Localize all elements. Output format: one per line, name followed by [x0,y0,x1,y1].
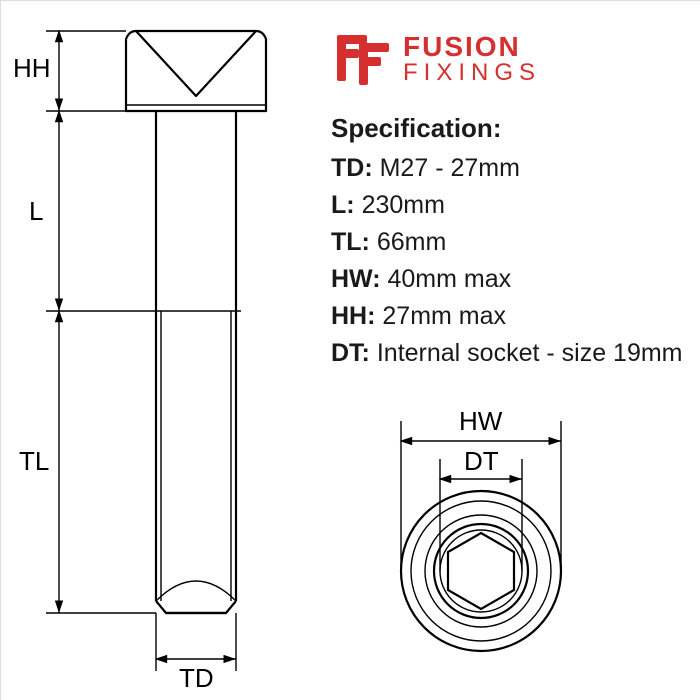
brand-logo: FUSION FIXINGS [331,29,541,89]
dimension-lines-top [401,421,561,571]
spec-value: M27 - 27mm [380,154,520,182]
spec-row: TD: M27 - 27mm [331,154,683,183]
brand-name-bottom: FIXINGS [403,61,541,85]
spec-key: TL: [331,228,370,256]
spec-row: TL: 66mm [331,228,683,257]
label-hh: HH [13,53,51,84]
spec-key: DT: [331,339,370,367]
spec-key: HH: [331,302,375,330]
dimension-lines-side [46,31,236,671]
spec-row: L: 230mm [331,191,683,220]
side-view [126,31,266,613]
spec-key: L: [331,191,355,219]
page: HH L TL TD HW DT FUSION FIXINGS Specific… [0,0,700,700]
label-l: L [29,196,43,227]
spec-value: 66mm [377,228,446,256]
brand-name-top: FUSION [403,33,541,61]
label-td: TD [179,663,214,694]
spec-value: Internal socket - size 19mm [377,339,683,367]
label-dt: DT [464,446,499,477]
label-tl: TL [19,446,49,477]
spec-row: HH: 27mm max [331,302,683,331]
fusion-fixings-icon [331,29,395,89]
spec-key: TD: [331,154,373,182]
label-hw: HW [459,406,502,437]
spec-value: 27mm max [382,302,506,330]
spec-row: HW: 40mm max [331,265,683,294]
spec-key: HW: [331,265,381,293]
specification-title: Specification: [331,113,683,144]
specification-block: Specification: TD: M27 - 27mm L: 230mm T… [331,113,683,376]
spec-row: DT: Internal socket - size 19mm [331,339,683,368]
spec-value: 40mm max [387,265,511,293]
spec-value: 230mm [362,191,445,219]
top-view [401,491,561,651]
